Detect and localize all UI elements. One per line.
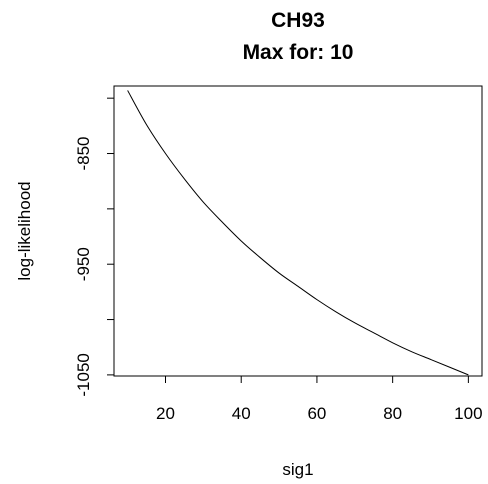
y-tick-label: -950 xyxy=(74,247,93,281)
chart-title: CH93 xyxy=(271,9,325,32)
x-tick-label: 100 xyxy=(454,404,482,423)
x-axis: 20 40 60 80 100 xyxy=(156,375,483,423)
y-axis: -1050 -950 -850 xyxy=(74,97,115,397)
series-layer xyxy=(127,90,469,376)
x-tick-label: 20 xyxy=(156,404,175,423)
chart-subtitle: Max for: 10 xyxy=(243,41,354,64)
y-tick-label: -850 xyxy=(74,137,93,171)
x-tick-label: 40 xyxy=(232,404,251,423)
series-line xyxy=(127,90,469,376)
x-tick-label: 80 xyxy=(383,404,402,423)
x-axis-label: sig1 xyxy=(282,460,313,479)
y-axis-label: log-likelihood xyxy=(15,181,34,280)
y-tick-label: -1050 xyxy=(74,353,93,396)
x-tick-label: 60 xyxy=(307,404,326,423)
